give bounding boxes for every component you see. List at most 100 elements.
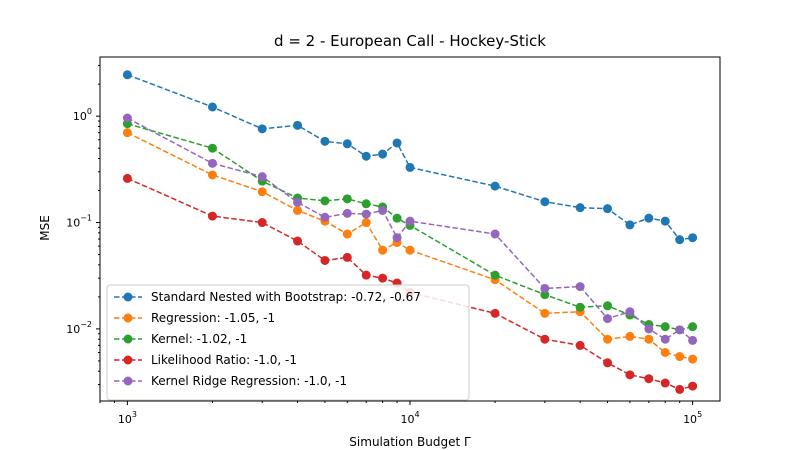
data-point [342,229,352,239]
chart-title: d = 2 - European Call - Hockey-Stick [274,32,546,50]
data-point [603,301,613,311]
data-point [490,229,500,239]
data-point [644,324,654,334]
data-point [361,151,371,161]
data-point [392,233,402,243]
data-point [320,136,330,146]
series-2 [122,128,698,364]
legend-marker [123,355,133,365]
data-point [688,381,698,391]
data-point [625,307,635,317]
x-tick-label: 105 [683,410,702,426]
data-point [122,113,132,123]
data-point [575,302,585,312]
y-tick-label: 10−1 [66,214,92,230]
x-axis: 103 104 105 [99,401,702,426]
data-point [342,139,352,149]
data-point [207,143,217,153]
data-point [122,128,132,138]
data-point [342,252,352,262]
data-point [625,220,635,230]
data-point [392,213,402,223]
y-tick-label: 10−2 [66,320,92,336]
y-axis: 10−2 10−1 100 [66,64,100,386]
data-point [378,273,388,283]
legend-label: Kernel Ridge Regression: -1.0, -1 [151,374,347,388]
data-point [540,283,550,293]
data-point [688,335,698,345]
data-point [660,378,670,388]
legend-marker [123,292,133,302]
legend-label: Standard Nested with Bootstrap: -0.72, -… [151,290,421,304]
data-point [490,308,500,318]
data-point [293,197,303,207]
data-point [257,218,267,228]
data-point [675,235,685,245]
legend-item: Regression: -1.05, -1 [114,311,275,325]
data-point [122,70,132,80]
data-point [342,194,352,204]
data-point [207,211,217,221]
data-point [660,348,670,358]
data-point [257,124,267,134]
y-tick-label: 100 [73,107,92,123]
legend-marker [123,376,133,386]
data-point [575,282,585,292]
data-point [540,334,550,344]
y-axis-label: MSE [38,215,52,241]
legend-box [106,284,470,401]
data-point [320,212,330,222]
data-point [378,149,388,159]
data-point [122,173,132,183]
data-point [644,374,654,384]
data-point [575,340,585,350]
data-point [625,370,635,380]
legend-label: Regression: -1.05, -1 [151,311,275,325]
data-point [207,158,217,168]
data-point [257,187,267,197]
data-point [293,205,303,215]
data-point [660,216,670,226]
data-point [293,236,303,246]
data-point [361,218,371,228]
data-point [540,290,550,300]
data-point [361,199,371,209]
data-point [361,270,371,280]
data-point [320,196,330,206]
data-point [405,216,415,226]
data-point [405,245,415,255]
x-axis-label: Simulation Budget Γ [349,435,471,449]
data-point [392,138,402,148]
data-point [540,308,550,318]
data-point [675,352,685,362]
data-point [378,205,388,215]
x-tick-label: 103 [118,410,137,426]
data-point [644,213,654,223]
data-point [625,331,635,341]
data-point [575,203,585,213]
data-point [660,334,670,344]
data-point [688,354,698,364]
data-point [603,314,613,324]
data-point [644,334,654,344]
data-point [378,245,388,255]
data-point [293,120,303,130]
data-point [660,322,670,332]
legend-label: Likelihood Ratio: -1.0, -1 [151,353,297,367]
data-point [688,322,698,332]
data-point [490,181,500,191]
legend-item: Kernel Ridge Regression: -1.0, -1 [114,374,347,388]
data-point [207,102,217,112]
series-5 [122,113,698,345]
data-point [320,255,330,265]
legend-marker [123,313,133,323]
data-point [405,162,415,172]
legend-item: Likelihood Ratio: -1.0, -1 [114,353,297,367]
legend-marker [123,334,133,344]
series-1 [122,70,698,245]
data-point [361,209,371,219]
data-point [675,325,685,335]
x-tick-label: 104 [400,410,419,426]
data-point [490,270,500,280]
